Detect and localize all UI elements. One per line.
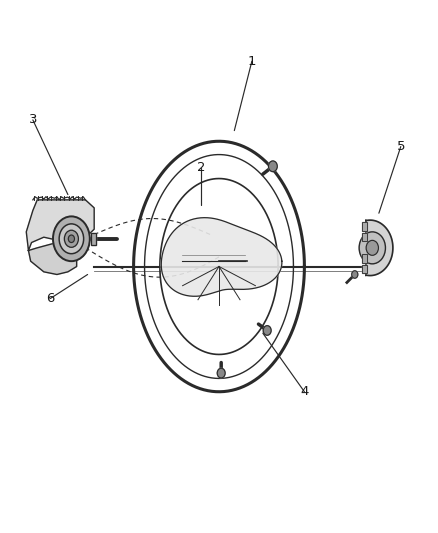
Text: 4: 4 [300, 385, 309, 398]
Circle shape [68, 235, 74, 243]
Circle shape [53, 216, 90, 261]
Bar [362, 254, 367, 263]
Circle shape [263, 326, 271, 335]
Circle shape [352, 271, 358, 278]
Text: 6: 6 [46, 292, 55, 305]
Bar [362, 233, 367, 241]
Polygon shape [366, 220, 393, 276]
Text: 3: 3 [28, 114, 37, 126]
Bar [362, 265, 367, 273]
Polygon shape [26, 200, 94, 251]
Bar [362, 222, 367, 231]
Text: 2: 2 [197, 161, 206, 174]
Circle shape [268, 161, 277, 172]
Circle shape [59, 224, 84, 254]
Text: 5: 5 [396, 140, 405, 153]
Bar [362, 265, 367, 273]
Bar [362, 233, 367, 241]
Bar [362, 222, 367, 231]
Polygon shape [161, 217, 282, 296]
Bar [362, 254, 367, 263]
Circle shape [359, 232, 385, 264]
Polygon shape [28, 243, 77, 274]
Circle shape [366, 240, 378, 255]
Text: 1: 1 [247, 55, 256, 68]
Polygon shape [91, 233, 96, 245]
Circle shape [217, 368, 225, 378]
Circle shape [64, 230, 78, 247]
